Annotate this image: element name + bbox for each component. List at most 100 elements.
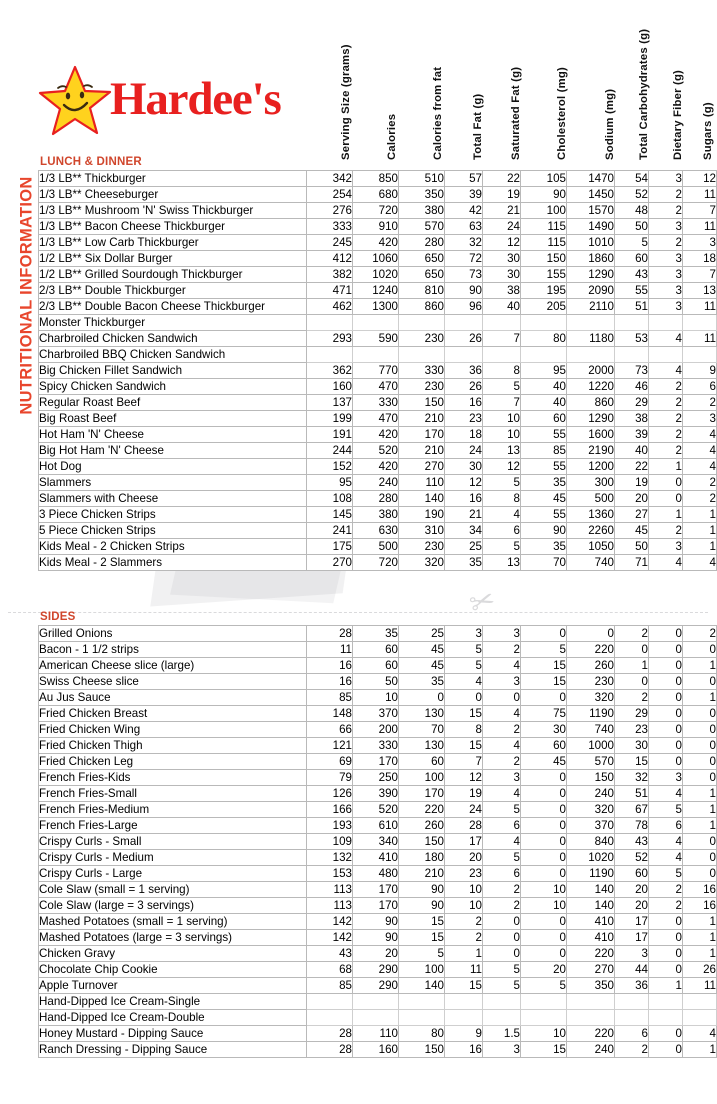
menu-item-name: Apple Turnover: [38, 977, 307, 994]
nutrition-value: 420: [352, 234, 399, 251]
nutrition-value: [482, 314, 521, 331]
nutrition-value: 1: [682, 506, 717, 523]
nutrition-value: 70: [398, 721, 445, 738]
nutrition-value: 45: [520, 490, 567, 507]
nutrition-value: 35: [398, 673, 445, 690]
table-row: Au Jus Sauce851000003202010: [38, 689, 717, 706]
nutrition-value: 720: [352, 202, 399, 219]
table-row: Fried Chicken Wing66200708230740230010: [38, 721, 717, 738]
nutrition-value: 5: [520, 641, 567, 658]
nutrition-value: 1: [682, 522, 717, 539]
nutrition-value: 0: [614, 673, 649, 690]
nutrition-value: 95: [520, 362, 567, 379]
nutrition-value: 210: [398, 410, 445, 427]
nutrition-value: 6: [482, 865, 521, 882]
nutrition-value: 1860: [566, 250, 615, 267]
nutrition-value: 140: [398, 490, 445, 507]
table-row: Fried Chicken Breast 148 370 130 15 4 75 1190 29…: [38, 705, 717, 722]
nutrition-value: 570: [566, 753, 615, 770]
menu-item-name: Ranch Dressing - Dipping Sauce: [38, 1041, 307, 1058]
table-row: American Cheese slice (large) 16 60 45 5 4 15 2…: [38, 657, 717, 674]
nutrition-value: 85: [306, 977, 353, 994]
nutrition-value: 15: [520, 657, 567, 674]
nutrition-value: 25: [398, 625, 445, 642]
nutrition-value: 910: [352, 218, 399, 235]
menu-item-name: 1/3 LB** Cheeseburger: [38, 186, 307, 203]
nutrition-value: 67: [614, 801, 649, 818]
nutrition-value: 90: [520, 522, 567, 539]
nutrition-value: 3: [648, 218, 683, 235]
table-row: Charbroiled Chicken Sandwich 293 590 230 26 7…: [38, 330, 717, 347]
nutrition-value: 250: [352, 769, 399, 786]
menu-item-name: Kids Meal - 2 Chicken Strips: [38, 538, 307, 555]
nutrition-value: [648, 314, 683, 331]
nutrition-value: 230: [398, 330, 445, 347]
nutrition-value: 0: [682, 721, 717, 738]
nutrition-value: 105: [520, 170, 567, 187]
nutrition-value: 113: [306, 881, 353, 898]
nutrition-value: 2: [648, 897, 683, 914]
nutrition-value: 9: [444, 1025, 483, 1042]
nutrition-value: 5: [520, 977, 567, 994]
table-row: Slammers with Cheese 108 280 140 16 8 45 500 20 0…: [38, 490, 717, 507]
nutrition-value: 2260: [566, 522, 615, 539]
nutrition-value: 69: [306, 753, 353, 770]
nutrition-value: 140: [398, 977, 445, 994]
table-row: Crispy Curls - Large 153 480 210 23 6 0 1190 60 5…: [38, 865, 717, 882]
nutrition-value: [444, 993, 483, 1010]
nutrition-value: [682, 346, 717, 363]
menu-item-name: Crispy Curls - Medium: [38, 849, 307, 866]
nutrition-value: [614, 346, 649, 363]
nutrition-value: 191: [306, 426, 353, 443]
table-row: Ranch Dressing - Dipping Sauce 28 160 150 16…: [38, 1041, 717, 1058]
nutrition-value: 2: [648, 378, 683, 395]
nutrition-value: 10: [352, 689, 399, 706]
nutrition-value: 152: [306, 458, 353, 475]
menu-item-name: Bacon - 1 1/2 strips: [38, 641, 307, 658]
nutrition-value: 0: [482, 929, 521, 946]
nutrition-value: [648, 1009, 683, 1026]
nutrition-value: [352, 346, 399, 363]
nutrition-value: 13: [482, 442, 521, 459]
nutrition-value: 230: [398, 378, 445, 395]
nutrition-value: 115: [520, 234, 567, 251]
table-row: Cole Slaw (large = 3 servings) 113 170 90 10…: [38, 897, 717, 914]
nutrition-value: 5: [482, 538, 521, 555]
nutrition-value: 40: [520, 378, 567, 395]
nutrition-value: 51: [614, 785, 649, 802]
nutrition-value: 1190: [566, 705, 615, 722]
nutrition-value: 85: [306, 689, 353, 706]
nutrition-value: 26: [682, 961, 717, 978]
nutrition-value: 1060: [352, 250, 399, 267]
nutrition-value: 1180: [566, 330, 615, 347]
nutrition-value: [614, 993, 649, 1010]
nutrition-value: 10: [520, 881, 567, 898]
nutrition-value: 16: [444, 490, 483, 507]
table-row: French Fries-Small126390170194024051416: [38, 785, 717, 802]
nutrition-value: 0: [648, 490, 683, 507]
nutrition-value: 50: [352, 673, 399, 690]
table-row: 1/3 LB** Low Carb Thickburger 245 420 280 32…: [38, 234, 717, 251]
menu-item-name: French Fries-Medium: [38, 801, 307, 818]
menu-item-name: French Fries-Kids: [38, 769, 307, 786]
table-row: Hot Ham 'N' Cheese 191 420 170 18 10 55 1600 39 2…: [38, 426, 717, 443]
nutrition-value: 109: [306, 833, 353, 850]
nutrition-value: 108: [306, 490, 353, 507]
nutrition-value: 5: [444, 657, 483, 674]
nutrition-value: 13: [682, 282, 717, 299]
nutrition-value: 1: [648, 458, 683, 475]
nutrition-value: 1290: [566, 410, 615, 427]
nutrition-value: 4: [682, 1025, 717, 1042]
nutrition-value: 72: [444, 250, 483, 267]
nutrition-value: 810: [398, 282, 445, 299]
nutrition-value: 5: [482, 801, 521, 818]
nutrition-value: 0: [520, 785, 567, 802]
nutrition-value: 10: [520, 897, 567, 914]
nutrition-value: 220: [566, 1025, 615, 1042]
nutrition-value: 470: [352, 410, 399, 427]
nutrition-value: 320: [398, 554, 445, 571]
nutrition-value: 1360: [566, 506, 615, 523]
table-row: Big Chicken Fillet Sandwich 362 770 330 36 8 9…: [38, 362, 717, 379]
nutrition-value: 0: [648, 961, 683, 978]
nutrition-value: 1000: [566, 737, 615, 754]
